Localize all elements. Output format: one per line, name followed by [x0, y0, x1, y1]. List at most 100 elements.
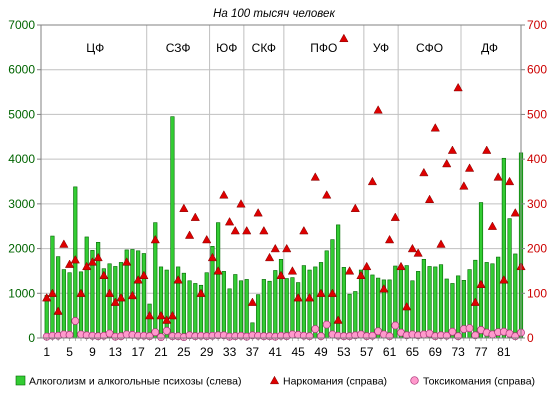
x-tick-label: 5	[66, 345, 73, 359]
circle-point	[465, 324, 474, 333]
right-tick-label: 100	[527, 286, 547, 300]
bar	[353, 291, 358, 339]
triangle-series	[42, 33, 526, 324]
left-tick-label: 0	[28, 331, 35, 345]
x-tick-label: 69	[429, 345, 443, 359]
triangle-point	[373, 105, 383, 114]
triangle-point	[344, 266, 355, 275]
x-tick-label: 37	[246, 345, 260, 359]
x-axis: 1 5 9 13 17 21 25 29 33 37 41 45 49 53 57 61 65 69 73 77 81	[43, 338, 522, 359]
triangle-point	[230, 225, 240, 235]
bar	[341, 267, 346, 339]
triangle-point	[264, 252, 275, 262]
bar	[387, 279, 392, 339]
bar	[284, 278, 289, 339]
triangle-point	[424, 194, 435, 203]
bar	[404, 265, 409, 339]
bar	[44, 295, 49, 339]
legend-swatch-triangle	[269, 375, 280, 385]
x-tick-label: 1	[43, 345, 50, 359]
circle-point	[151, 328, 160, 337]
x-tick-label: 25	[177, 345, 191, 359]
bar	[101, 268, 106, 339]
x-tick-label: 65	[406, 345, 420, 359]
triangle-point	[70, 255, 80, 264]
bar	[296, 282, 301, 339]
bar	[78, 271, 84, 339]
region-label: СЗФ	[166, 41, 191, 55]
bar	[84, 236, 89, 339]
left-tick-label: 3000	[8, 197, 35, 211]
triangle-point	[82, 261, 92, 271]
triangle-point	[299, 225, 309, 235]
region-label: УФ	[373, 41, 389, 55]
left-axis: 0 1000 2000 3000 4000 5000 6000 7000	[8, 18, 41, 345]
region-separators: ЦФ СЗФ ЮФ СКФ ПФО УФ СФО ДФ	[86, 25, 498, 338]
triangle-point	[367, 176, 378, 186]
triangle-point	[436, 239, 446, 248]
triangle-point	[139, 270, 149, 280]
right-axis: 0 100 200 300 400 500 600 700	[521, 18, 547, 345]
x-tick-label: 41	[269, 345, 283, 359]
triangle-point	[390, 212, 400, 221]
bar	[141, 253, 146, 339]
region-label: СКФ	[252, 41, 276, 55]
bar	[107, 263, 112, 339]
bar	[56, 256, 61, 339]
legend-swatch-circle	[410, 376, 419, 385]
x-tick-label: 29	[200, 345, 214, 359]
bar	[370, 274, 375, 339]
bar	[438, 264, 444, 339]
triangle-point	[93, 252, 103, 262]
bar	[181, 272, 186, 339]
triangle-point	[179, 203, 189, 212]
bar	[427, 266, 432, 339]
triangle-point	[150, 234, 160, 244]
circle-point	[65, 330, 74, 339]
bar	[256, 294, 261, 339]
triangle-point	[396, 261, 406, 271]
x-tick-label: 53	[337, 345, 351, 359]
bar	[307, 269, 312, 339]
triangle-point	[47, 288, 58, 297]
circle-point	[311, 325, 320, 334]
triangle-point	[259, 225, 269, 235]
bar	[61, 269, 66, 339]
region-label: ДФ	[481, 41, 498, 55]
triangle-point	[42, 293, 52, 302]
triangle-point	[482, 145, 492, 154]
triangle-point	[202, 234, 212, 244]
triangle-point	[53, 306, 63, 315]
triangle-point	[219, 190, 229, 199]
triangle-point	[453, 82, 463, 92]
circle-point	[391, 321, 400, 330]
triangle-point	[470, 297, 480, 306]
triangle-point	[464, 163, 475, 172]
bar	[318, 262, 324, 339]
bar	[158, 266, 164, 339]
bar	[193, 283, 198, 339]
triangle-point	[362, 261, 372, 271]
bar	[421, 259, 426, 339]
bar	[244, 279, 249, 339]
right-tick-label: 200	[527, 242, 547, 256]
x-tick-label: 21	[154, 345, 168, 359]
triangle-point	[87, 257, 98, 266]
triangle-point	[407, 243, 418, 253]
triangle-point	[322, 190, 332, 199]
triangle-point	[270, 243, 280, 253]
triangle-point	[499, 275, 509, 284]
triangle-point	[184, 230, 195, 239]
right-tick-label: 600	[527, 63, 547, 77]
triangle-point	[339, 33, 349, 43]
triangle-point	[64, 259, 75, 268]
triangle-point	[104, 288, 115, 297]
region-label: ЦФ	[86, 41, 104, 55]
x-tick-label: 57	[360, 345, 374, 359]
bar	[416, 271, 421, 339]
bar	[227, 288, 232, 339]
triangle-point	[287, 266, 298, 275]
triangle-point	[207, 252, 218, 262]
